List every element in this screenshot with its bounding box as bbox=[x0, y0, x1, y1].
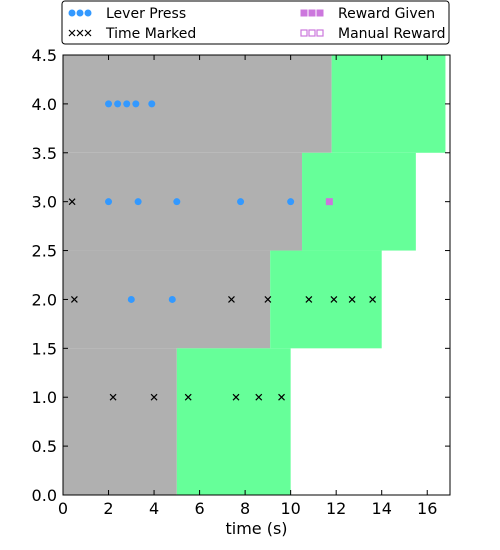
y-tick-label-2: 1.0 bbox=[32, 388, 57, 407]
legend-marker-2-2 bbox=[316, 9, 324, 17]
lever-press-point-10 bbox=[127, 295, 135, 303]
lever-press-point-0 bbox=[105, 100, 113, 108]
legend: Lever Press Time Marked Reward Given Manual… bbox=[61, 0, 450, 45]
plot-frame bbox=[62, 54, 451, 496]
legend-marker-3-0 bbox=[300, 29, 308, 37]
x-tick-label-6: 12 bbox=[326, 499, 346, 518]
legend-marker-1-0 bbox=[68, 29, 76, 37]
time-marked-point-6 bbox=[348, 296, 356, 303]
y-tick-label-4: 2.0 bbox=[32, 290, 57, 309]
gray-region-3 bbox=[63, 348, 177, 495]
time-marked-point-3 bbox=[264, 296, 272, 303]
background-regions bbox=[63, 55, 446, 495]
legend-entry-3: Manual Reward bbox=[300, 26, 445, 42]
x-tick-label-1: 2 bbox=[103, 499, 113, 518]
time-marked-point-8 bbox=[109, 393, 117, 401]
legend-box bbox=[61, 0, 450, 45]
legend-label-1: Time Marked bbox=[105, 26, 196, 42]
x-tick-label-2: 4 bbox=[149, 499, 159, 518]
green-region-0 bbox=[331, 55, 446, 153]
lever-press-point-9 bbox=[287, 198, 295, 206]
y-tick-label-9: 4.5 bbox=[32, 46, 57, 65]
lever-press-point-5 bbox=[105, 198, 113, 206]
lever-press-point-7 bbox=[173, 198, 181, 206]
green-region-2 bbox=[270, 250, 382, 349]
legend-marker-3-1 bbox=[308, 29, 316, 37]
green-region-3 bbox=[176, 348, 291, 495]
gray-region-0 bbox=[63, 55, 332, 153]
legend-marker-2-0 bbox=[300, 9, 308, 17]
legend-entry-2: Reward Given bbox=[300, 6, 435, 22]
time-marked-point-0 bbox=[68, 198, 76, 206]
lever-press-point-2 bbox=[123, 100, 131, 108]
green-region-1 bbox=[302, 152, 416, 251]
time-marked-point-7 bbox=[369, 296, 377, 303]
legend-marker-0-2 bbox=[84, 9, 92, 17]
time-marked-point-2 bbox=[228, 296, 235, 303]
data-marks bbox=[68, 100, 377, 401]
legend-marker-2-1 bbox=[308, 9, 316, 17]
axis-ticks: 0 2 4 6 8 10 12 14 16 0.0 0.5 1.0 1.5 2.0 2.5 3.0 3.5 4.0… bbox=[32, 46, 450, 518]
legend-marker-1-1 bbox=[76, 29, 84, 37]
legend-label-3: Manual Reward bbox=[338, 26, 445, 42]
legend-entry-1: Time Marked bbox=[68, 26, 196, 42]
lever-press-point-3 bbox=[132, 100, 140, 108]
time-marked-point-1 bbox=[70, 296, 78, 303]
time-marked-point-9 bbox=[150, 393, 158, 401]
gray-region-2 bbox=[63, 250, 271, 349]
legend-marker-0-1 bbox=[76, 9, 84, 17]
x-tick-label-4: 8 bbox=[240, 499, 250, 518]
legend-marker-1-2 bbox=[84, 29, 92, 37]
time-marked-point-10 bbox=[184, 393, 192, 401]
time-marked-point-5 bbox=[330, 296, 338, 303]
y-tick-label-6: 3.0 bbox=[32, 193, 57, 212]
legend-marker-0-0 bbox=[68, 9, 76, 17]
x-tick-label-3: 6 bbox=[194, 499, 204, 518]
lever-press-point-4 bbox=[148, 100, 156, 108]
y-tick-label-3: 1.5 bbox=[32, 339, 57, 358]
time-marked-point-12 bbox=[255, 393, 263, 401]
legend-label-2: Reward Given bbox=[338, 6, 435, 22]
legend-entry-0: Lever Press bbox=[68, 6, 186, 22]
y-tick-label-1: 0.5 bbox=[32, 437, 57, 456]
lever-press-point-8 bbox=[237, 198, 245, 206]
gray-region-1 bbox=[63, 152, 303, 251]
y-tick-label-8: 4.0 bbox=[32, 95, 57, 114]
x-tick-label-5: 10 bbox=[280, 499, 300, 518]
reward-given-point-0 bbox=[325, 198, 333, 206]
legend-marker-3-2 bbox=[316, 29, 324, 37]
time-marked-point-4 bbox=[305, 296, 313, 303]
time-marked-point-13 bbox=[278, 393, 285, 401]
x-axis-title: time (s) bbox=[225, 519, 287, 538]
lever-press-point-11 bbox=[168, 295, 176, 303]
x-tick-label-0: 0 bbox=[58, 499, 68, 518]
lever-press-point-1 bbox=[114, 100, 122, 108]
y-tick-label-0: 0.0 bbox=[32, 486, 57, 505]
y-tick-label-5: 2.5 bbox=[32, 242, 57, 261]
time-marked-point-11 bbox=[232, 393, 240, 401]
x-tick-label-7: 14 bbox=[372, 499, 392, 518]
y-tick-label-7: 3.5 bbox=[32, 144, 57, 163]
legend-label-0: Lever Press bbox=[106, 6, 186, 22]
x-tick-label-8: 16 bbox=[417, 499, 437, 518]
lever-press-point-6 bbox=[134, 198, 142, 206]
